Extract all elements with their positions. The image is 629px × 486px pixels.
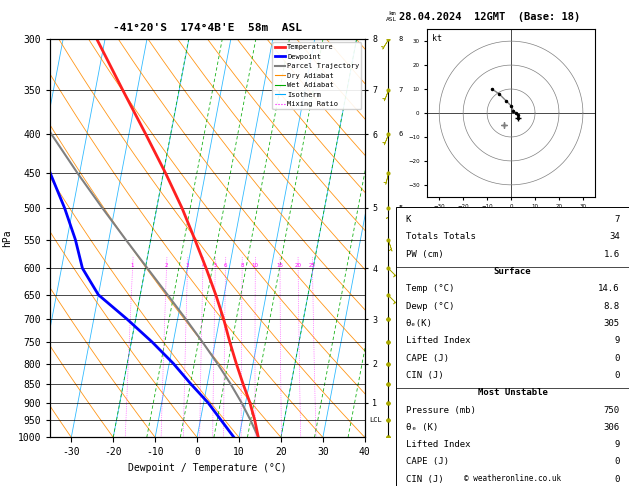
Text: 306: 306 (604, 423, 620, 432)
Text: CIN (J): CIN (J) (406, 371, 443, 380)
Text: 5: 5 (399, 205, 403, 211)
Text: K: K (406, 215, 411, 224)
Text: 4: 4 (201, 263, 204, 268)
Legend: Temperature, Dewpoint, Parcel Trajectory, Dry Adiabat, Wet Adiabat, Isotherm, Mi: Temperature, Dewpoint, Parcel Trajectory… (272, 42, 361, 109)
Text: Totals Totals: Totals Totals (406, 232, 476, 241)
Text: 7: 7 (399, 87, 403, 93)
Text: 6: 6 (399, 131, 403, 137)
Text: 1.6: 1.6 (604, 250, 620, 259)
Text: 8: 8 (399, 36, 403, 42)
Text: Dewp (°C): Dewp (°C) (406, 302, 454, 311)
Text: Lifted Index: Lifted Index (406, 336, 470, 345)
Text: kt: kt (432, 34, 442, 43)
Text: km
ASL: km ASL (386, 11, 398, 22)
Text: 750: 750 (604, 405, 620, 415)
Text: 28.04.2024  12GMT  (Base: 18): 28.04.2024 12GMT (Base: 18) (399, 12, 581, 22)
Text: θₑ (K): θₑ (K) (406, 423, 438, 432)
Text: 4: 4 (399, 265, 403, 271)
Text: 3: 3 (399, 316, 403, 322)
Text: 305: 305 (604, 319, 620, 328)
Title: -41°20'S  174°4B'E  58m  ASL: -41°20'S 174°4B'E 58m ASL (113, 22, 302, 33)
Text: 34: 34 (609, 232, 620, 241)
Text: 0: 0 (615, 353, 620, 363)
Text: Temp (°C): Temp (°C) (406, 284, 454, 293)
Text: 0: 0 (615, 371, 620, 380)
Text: 9: 9 (615, 440, 620, 449)
Text: 25: 25 (309, 263, 316, 268)
Text: CAPE (J): CAPE (J) (406, 457, 448, 467)
Text: 2: 2 (165, 263, 168, 268)
Text: PW (cm): PW (cm) (406, 250, 443, 259)
Text: θₑ(K): θₑ(K) (406, 319, 433, 328)
Text: 15: 15 (277, 263, 284, 268)
Text: 0: 0 (615, 457, 620, 467)
Y-axis label: hPa: hPa (3, 229, 12, 247)
Text: 8: 8 (240, 263, 244, 268)
Text: 5: 5 (213, 263, 217, 268)
Text: LCL: LCL (369, 417, 382, 423)
Text: 2: 2 (399, 361, 403, 366)
Text: CIN (J): CIN (J) (406, 475, 443, 484)
Text: 14.6: 14.6 (598, 284, 620, 293)
X-axis label: Dewpoint / Temperature (°C): Dewpoint / Temperature (°C) (128, 463, 287, 473)
Text: 8.8: 8.8 (604, 302, 620, 311)
Text: 3: 3 (186, 263, 189, 268)
Text: 0: 0 (615, 475, 620, 484)
Text: Pressure (mb): Pressure (mb) (406, 405, 476, 415)
Text: Most Unstable: Most Unstable (477, 388, 548, 397)
Text: 6: 6 (224, 263, 227, 268)
Text: Surface: Surface (494, 267, 532, 276)
Text: Lifted Index: Lifted Index (406, 440, 470, 449)
Text: 7: 7 (615, 215, 620, 224)
Text: 1: 1 (399, 399, 403, 405)
Text: 20: 20 (294, 263, 302, 268)
Text: 1: 1 (131, 263, 135, 268)
Text: 9: 9 (615, 336, 620, 345)
Text: © weatheronline.co.uk: © weatheronline.co.uk (464, 474, 561, 483)
Text: 10: 10 (252, 263, 259, 268)
Text: CAPE (J): CAPE (J) (406, 353, 448, 363)
